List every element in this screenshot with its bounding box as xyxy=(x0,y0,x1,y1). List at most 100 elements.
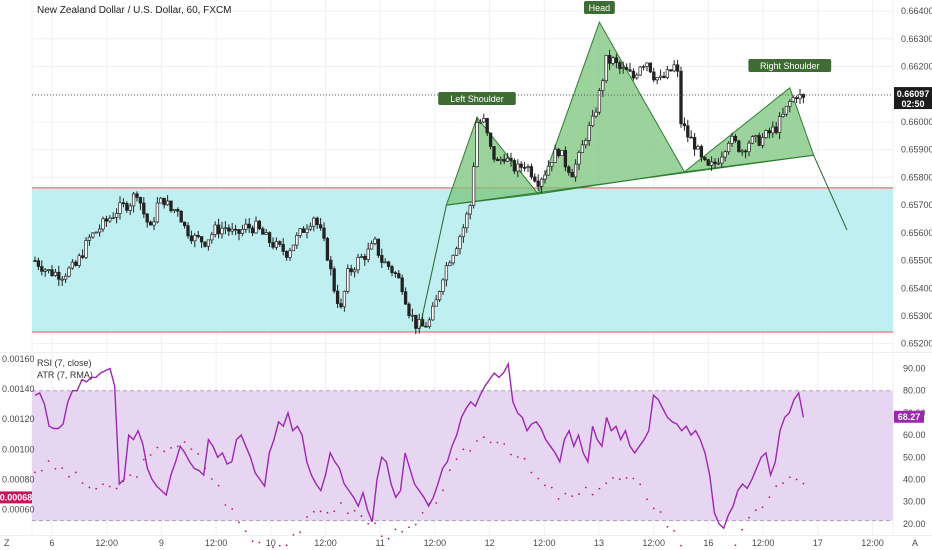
candle-body xyxy=(577,152,581,165)
atr-point xyxy=(462,448,465,451)
rsi-tick-label: 50.00 xyxy=(903,452,926,462)
rsi-tick-label: 60.00 xyxy=(903,430,926,440)
atr-point xyxy=(503,443,506,445)
candle-body xyxy=(465,213,469,229)
atr-point xyxy=(754,509,757,512)
candle-body xyxy=(227,227,231,232)
candle-body xyxy=(135,193,139,198)
candle-body xyxy=(764,130,768,138)
candle-body xyxy=(628,69,632,72)
right-shoulder-label: Right Shoulder xyxy=(760,61,820,71)
price-tick-label: 0.65600 xyxy=(901,228,932,238)
candle-body xyxy=(594,111,598,117)
candle-body xyxy=(529,166,534,178)
candle-body xyxy=(138,197,143,204)
price-tick-label: 0.66000 xyxy=(901,117,932,127)
candle-body xyxy=(182,221,187,227)
candle-body xyxy=(267,232,272,243)
atr-point xyxy=(61,467,64,469)
rsi-value-badge xyxy=(894,410,924,423)
time-tick-label: 12:00 xyxy=(752,538,775,548)
rsi-tick-label: 90.00 xyxy=(903,364,926,374)
atr-point xyxy=(782,482,784,485)
atr-point xyxy=(435,502,438,504)
candle-body xyxy=(567,166,571,173)
candle-body xyxy=(471,166,476,206)
candle-body xyxy=(142,202,146,215)
candle-body xyxy=(706,159,710,166)
atr-point xyxy=(680,544,682,547)
candle-body xyxy=(244,223,248,230)
candle-body xyxy=(665,69,670,78)
time-axis[interactable]: 6 12:00 9 12:00 10 12:00 11 12:00 12 12:00 13 12:00… xyxy=(4,538,918,548)
atr-point xyxy=(312,510,315,513)
head-label: Head xyxy=(589,3,611,13)
candle-body xyxy=(352,269,357,273)
candle-body xyxy=(754,135,758,138)
atr-point xyxy=(584,486,587,489)
atr-point xyxy=(516,456,519,458)
atr-point xyxy=(605,482,608,485)
left-shoulder-label-bg xyxy=(438,92,516,105)
candle-body xyxy=(400,277,404,293)
candle-body xyxy=(220,227,224,235)
candle-body xyxy=(614,57,619,63)
atr-point xyxy=(646,498,648,501)
head-and-shoulders-pattern xyxy=(445,20,815,206)
candle-body xyxy=(288,250,292,258)
price-tick-label: 0.65800 xyxy=(901,172,932,182)
time-tick-label: 12:00 xyxy=(861,538,884,548)
atr-point xyxy=(387,537,390,540)
atr-point xyxy=(428,502,431,505)
candle-body xyxy=(607,55,612,64)
left-shoulder-triangle xyxy=(445,116,540,206)
atr-point xyxy=(54,467,57,470)
price-tick-label: 0.65900 xyxy=(901,145,932,155)
candle-body xyxy=(390,266,394,273)
candle-body xyxy=(210,234,214,241)
atr-point xyxy=(68,475,70,478)
candle-body xyxy=(403,291,408,305)
atr-point xyxy=(74,471,77,474)
candle-body xyxy=(692,137,697,150)
candle-body xyxy=(604,55,608,82)
time-tick-label: 12:00 xyxy=(424,538,447,548)
candle-body xyxy=(682,123,687,127)
atr-point xyxy=(523,457,526,460)
candle-body xyxy=(271,242,275,248)
candle-body xyxy=(165,200,170,206)
candle-body xyxy=(743,150,748,153)
candle-body xyxy=(526,166,530,168)
atr-point xyxy=(673,529,676,532)
atr-value-badge xyxy=(0,491,32,504)
atr-point xyxy=(578,493,580,495)
rsi-value: 68.27 xyxy=(898,412,921,422)
price-axis[interactable]: 0.664000.663000.662000.661000.660000.659… xyxy=(894,6,932,349)
atr-point xyxy=(115,487,118,490)
candle-body xyxy=(274,241,279,248)
candle-body xyxy=(325,237,330,261)
atr-point xyxy=(421,511,424,514)
atr-point xyxy=(217,484,220,487)
candle-body xyxy=(380,255,384,263)
candle-body xyxy=(550,162,554,167)
price-tick-label: 0.66300 xyxy=(901,34,932,44)
atr-point xyxy=(47,460,50,463)
candle-body xyxy=(240,229,245,234)
candle-body xyxy=(172,209,177,212)
candle-body xyxy=(250,227,255,234)
current-price-badge xyxy=(894,87,932,110)
candle-body xyxy=(747,142,751,153)
price-tick-label: 0.66200 xyxy=(901,62,932,72)
atr-point xyxy=(88,486,91,489)
time-tick-label: 12:00 xyxy=(533,538,556,548)
candle-body xyxy=(94,231,98,234)
rsi-tick-label: 30.00 xyxy=(903,497,926,507)
atr-point xyxy=(292,533,295,536)
candle-body xyxy=(196,235,200,237)
atr-point xyxy=(530,471,533,474)
price-tick-label: 0.65400 xyxy=(901,283,932,293)
candle-body xyxy=(726,142,731,153)
candle-body xyxy=(709,161,714,166)
